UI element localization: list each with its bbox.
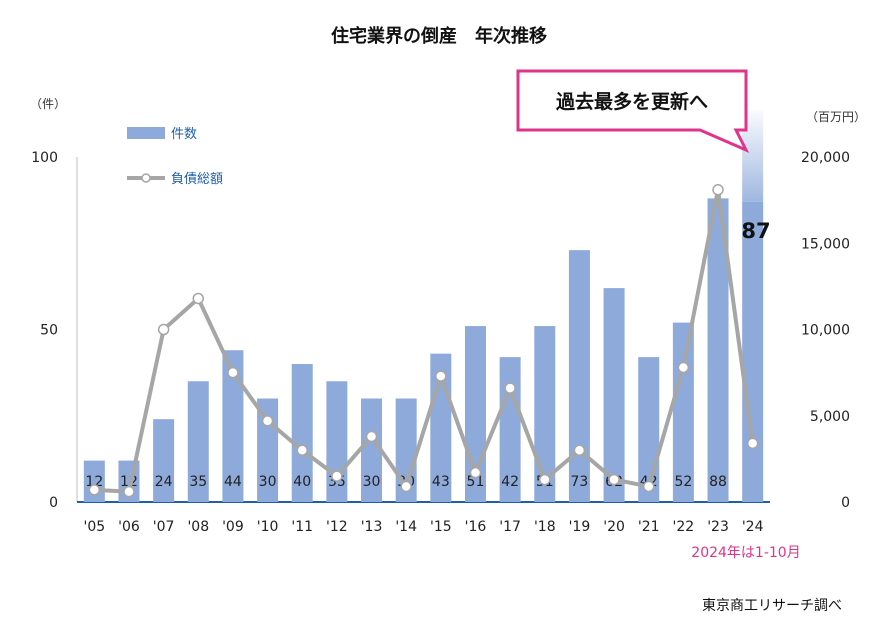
line-point: [400, 480, 412, 493]
bar: [187, 381, 209, 502]
left-axis-unit: （件）: [30, 97, 66, 111]
x-tick-label: '09: [222, 519, 244, 535]
line-point: [88, 484, 101, 496]
line-point: [469, 466, 482, 479]
x-tick-label: '13: [361, 519, 383, 535]
right-axis-unit: （百万円）: [806, 110, 866, 124]
line-point: [539, 473, 551, 486]
left-tick-label: 50: [40, 323, 58, 339]
legend: 件数 負債総額: [127, 127, 223, 187]
chart-title: 住宅業界の倒産 年次推移: [331, 25, 547, 47]
legend-bar-swatch: [127, 127, 165, 139]
bars-series: [83, 198, 764, 502]
bar: [534, 326, 556, 502]
bar-value-label: 73: [571, 474, 589, 490]
x-tick-label: '14: [395, 519, 417, 535]
left-tick-label: 0: [49, 495, 58, 511]
bar-value-label: 30: [363, 474, 381, 490]
line-point: [192, 292, 205, 305]
line-point: [123, 485, 135, 498]
bar-value-label: 44: [224, 474, 242, 490]
bar: [361, 398, 383, 502]
bar: [568, 250, 590, 502]
x-tick-label: '08: [187, 519, 209, 535]
line-point: [435, 370, 447, 382]
left-tick-label: 100: [31, 150, 58, 166]
x-tick-label: '16: [465, 519, 487, 535]
line-series: [88, 184, 759, 498]
line-point: [296, 444, 308, 456]
x-tick-label: '18: [534, 519, 556, 535]
bar-value-label: 51: [467, 474, 485, 490]
bar: [291, 364, 313, 502]
x-tick-label: '20: [603, 519, 625, 535]
x-tick-label: '10: [257, 519, 279, 535]
x-tick-label: '24: [742, 519, 764, 535]
line-point: [746, 437, 759, 450]
series-line: [94, 187, 755, 494]
x-tick-label: '07: [153, 519, 175, 535]
x-tick-label: '22: [673, 519, 695, 535]
x-tick-label: '06: [118, 519, 140, 535]
bar: [222, 350, 244, 502]
bar-value-label: 35: [189, 474, 207, 490]
line-point: [157, 323, 170, 336]
x-tick-label: '05: [83, 519, 105, 535]
line-point: [642, 480, 655, 493]
legend-bar-label: 件数: [171, 127, 197, 142]
bar: [742, 201, 764, 502]
bar: [499, 357, 521, 502]
line-point: [504, 382, 516, 394]
x-tick-label: '21: [638, 519, 660, 535]
source-credit: 東京商工リサーチ調べ: [702, 598, 842, 614]
x-tick-label: '15: [430, 519, 452, 535]
x-axis-ticks: '05 '06 '07 '08 '09 '10 '11 '12 '13 '14 '15 '16 '17 '…: [83, 519, 763, 535]
legend-line-marker: [141, 173, 151, 183]
period-note: 2024年は1-10月: [691, 545, 800, 561]
x-tick-label: '11: [291, 519, 313, 535]
callout: 過去最多を更新へ: [516, 69, 750, 154]
line-point: [365, 430, 378, 443]
line-point: [712, 184, 724, 196]
right-axis-ticks: 0 5,000 10,000 15,000 20,000: [801, 150, 850, 511]
line-point: [261, 415, 274, 427]
bar-value-label: 43: [432, 474, 450, 490]
bar-value-label: 88: [709, 474, 727, 490]
bar-value-label: 52: [674, 474, 692, 490]
bar-projection-fade: [742, 110, 764, 202]
bar-value-label: 42: [501, 474, 519, 490]
callout-text: 過去最多を更新へ: [556, 90, 708, 113]
bar-value-label: 12: [85, 474, 103, 490]
bar: [707, 198, 729, 502]
x-tick-label: '19: [569, 519, 591, 535]
right-tick-label: 5,000: [810, 409, 850, 425]
line-point: [608, 473, 620, 486]
right-tick-label: 10,000: [801, 323, 850, 339]
legend-line-label: 負債総額: [171, 172, 223, 187]
bar: [603, 288, 625, 502]
bar-value-label: 30: [259, 474, 277, 490]
right-tick-label: 15,000: [801, 236, 850, 252]
line-point: [677, 361, 690, 374]
bar-value-label: 40: [293, 474, 311, 490]
callout-box: [516, 69, 750, 154]
line-point: [227, 366, 239, 379]
line-point: [331, 470, 343, 482]
right-tick-label: 0: [841, 495, 850, 511]
x-tick-label: '23: [707, 519, 729, 535]
right-tick-label: 20,000: [801, 150, 850, 166]
x-tick-label: '12: [326, 519, 348, 535]
x-tick-label: '17: [499, 519, 521, 535]
last-bar-value-label: 87: [741, 219, 770, 243]
line-point: [573, 444, 586, 456]
bar-value-label: 24: [155, 474, 173, 490]
left-axis-ticks: 0 50 100: [31, 150, 58, 511]
bar: [153, 419, 175, 502]
